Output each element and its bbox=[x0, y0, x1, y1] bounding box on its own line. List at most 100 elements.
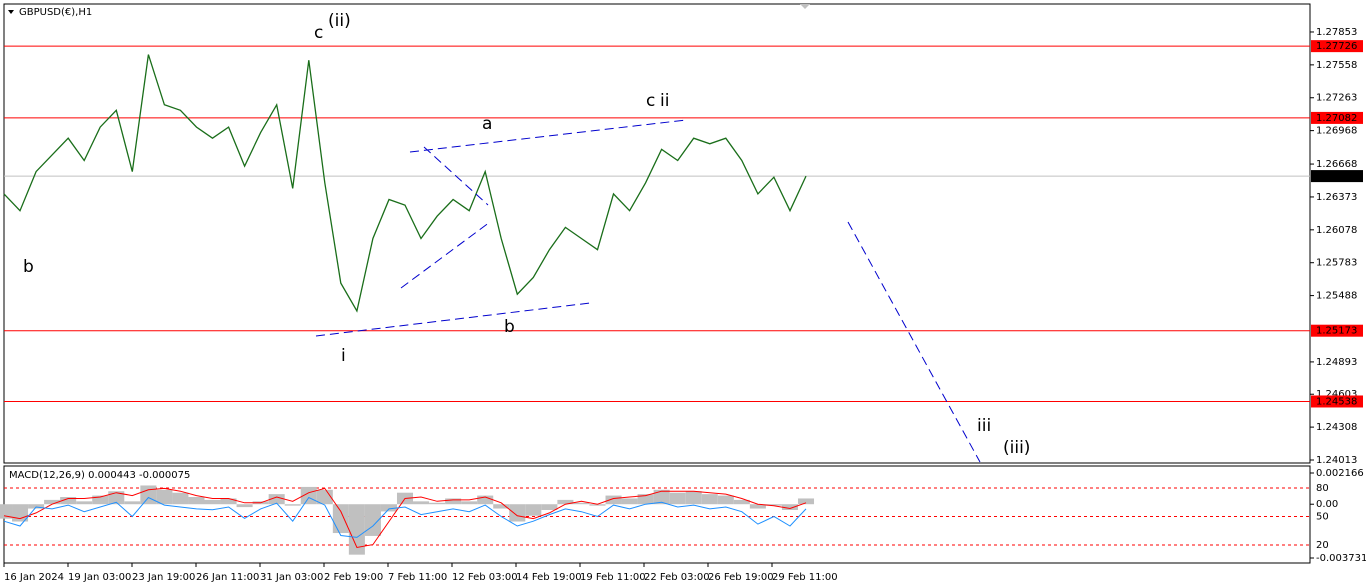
wave-label: a bbox=[482, 114, 492, 134]
y-tick-label: 1.27558 bbox=[1316, 60, 1357, 71]
wave-label: b bbox=[23, 257, 34, 277]
x-tick-label: 22 Feb 03:00 bbox=[644, 572, 710, 583]
histogram-bar bbox=[204, 499, 221, 505]
histogram-bar bbox=[60, 497, 77, 505]
x-tick-label: 26 Feb 19:00 bbox=[708, 572, 774, 583]
y2-tick-label: 20 bbox=[1316, 540, 1329, 551]
y-tick-label: 1.27263 bbox=[1316, 93, 1357, 104]
y-tick-label: 0.00 bbox=[1316, 499, 1338, 510]
histogram-bar bbox=[220, 498, 237, 505]
shift-marker[interactable] bbox=[800, 4, 810, 9]
wave-label: c bbox=[314, 23, 323, 43]
histogram-bar bbox=[717, 495, 734, 505]
y-tick-label: 1.26968 bbox=[1316, 126, 1357, 137]
current-price-label: 1.26560 bbox=[1316, 171, 1357, 182]
y-tick-label: 1.24893 bbox=[1316, 357, 1357, 368]
histogram-bar bbox=[525, 504, 542, 516]
main-frame bbox=[3, 3, 1311, 464]
level-label-bg bbox=[1311, 111, 1363, 124]
x-tick-label: 23 Jan 19:00 bbox=[132, 572, 195, 583]
wave-label: ii bbox=[660, 91, 669, 111]
y-tick-label: 1.24013 bbox=[1316, 455, 1357, 466]
trend-line bbox=[423, 146, 489, 206]
y-tick-label: 0.002166 bbox=[1316, 468, 1364, 479]
histogram-bar bbox=[76, 501, 93, 505]
current-price-bg bbox=[1311, 170, 1363, 183]
histogram-bar bbox=[621, 498, 638, 505]
histogram-bar bbox=[637, 494, 654, 505]
macd-frame bbox=[3, 465, 1311, 564]
histogram-bar bbox=[413, 501, 430, 505]
x-tick-label: 19 Jan 03:00 bbox=[68, 572, 131, 583]
histogram-bar bbox=[557, 499, 574, 505]
histogram-bar bbox=[541, 504, 558, 510]
level-label-bg bbox=[1311, 395, 1363, 408]
histogram-bar bbox=[589, 504, 606, 506]
histogram-bar bbox=[236, 504, 253, 508]
indicator-line bbox=[3, 487, 807, 549]
level-label-bg bbox=[1311, 40, 1363, 53]
histogram-bar bbox=[284, 504, 301, 506]
trend-line bbox=[400, 221, 491, 289]
histogram-bar bbox=[701, 494, 718, 505]
histogram-bar bbox=[380, 504, 397, 512]
x-tick-label: 26 Jan 11:00 bbox=[196, 572, 259, 583]
menu-arrow[interactable] bbox=[8, 10, 14, 14]
histogram-bar bbox=[765, 504, 782, 506]
histogram-bar bbox=[348, 504, 365, 555]
y-tick-label: 1.26668 bbox=[1316, 159, 1357, 170]
histogram-bar bbox=[477, 495, 494, 505]
histogram-bar bbox=[429, 502, 446, 505]
y-tick-label: 1.25783 bbox=[1316, 258, 1357, 269]
y2-tick-label: 80 bbox=[1316, 483, 1329, 494]
histogram-bar bbox=[364, 504, 381, 536]
y-tick-label: 1.25488 bbox=[1316, 291, 1357, 302]
histogram-bar bbox=[44, 499, 61, 505]
price-line bbox=[3, 54, 807, 313]
histogram-bar bbox=[749, 504, 766, 509]
histogram-bar bbox=[797, 498, 815, 505]
histogram-bar bbox=[653, 489, 670, 505]
trend-line bbox=[409, 119, 687, 153]
x-tick-label: 31 Jan 03:00 bbox=[260, 572, 323, 583]
histogram-bar bbox=[332, 504, 349, 534]
histogram-bar bbox=[509, 504, 526, 522]
wave-label: c bbox=[646, 91, 655, 111]
x-tick-label: 2 Feb 19:00 bbox=[324, 572, 383, 583]
macd-title: MACD(12,26,9) 0.000443 -0.000075 bbox=[9, 470, 190, 481]
histogram-bar bbox=[445, 498, 462, 505]
x-tick-label: 7 Feb 11:00 bbox=[388, 572, 447, 583]
x-tick-label: 12 Feb 03:00 bbox=[452, 572, 518, 583]
y-tick-label: 1.26373 bbox=[1316, 192, 1357, 203]
histogram-bar bbox=[172, 492, 189, 505]
indicator-line bbox=[3, 496, 807, 538]
x-tick-label: 16 Jan 2024 bbox=[4, 572, 64, 583]
level-label: 1.27082 bbox=[1316, 113, 1357, 124]
histogram-bar bbox=[268, 494, 285, 505]
trend-lines bbox=[315, 119, 981, 463]
x-tick-label: 19 Feb 11:00 bbox=[580, 572, 646, 583]
histogram-bar bbox=[0, 504, 13, 519]
y-tick-label: -0.003731 bbox=[1316, 553, 1366, 564]
y-tick-label: 1.24308 bbox=[1316, 422, 1357, 433]
x-tick-label: 14 Feb 19:00 bbox=[516, 572, 582, 583]
y-tick-label: 1.24603 bbox=[1316, 389, 1357, 400]
symbol-title: GBPUSD(€),H1 bbox=[19, 7, 92, 18]
wave-label: (iii) bbox=[1003, 438, 1030, 458]
histogram-bar bbox=[493, 504, 510, 509]
wave-label: (ii) bbox=[328, 11, 351, 31]
level-label-bg bbox=[1311, 324, 1363, 337]
histogram-bar bbox=[685, 491, 702, 505]
wave-label: iii bbox=[977, 416, 991, 436]
histogram-bar bbox=[733, 499, 750, 505]
histogram-bar bbox=[573, 502, 590, 505]
histogram-bar bbox=[781, 504, 798, 510]
histogram-bar bbox=[124, 501, 141, 505]
histogram-bar bbox=[669, 492, 686, 505]
histogram-bar bbox=[28, 504, 45, 509]
histogram-bar bbox=[188, 497, 205, 505]
y2-tick-label: 50 bbox=[1316, 511, 1329, 522]
level-label: 1.27726 bbox=[1316, 41, 1357, 52]
